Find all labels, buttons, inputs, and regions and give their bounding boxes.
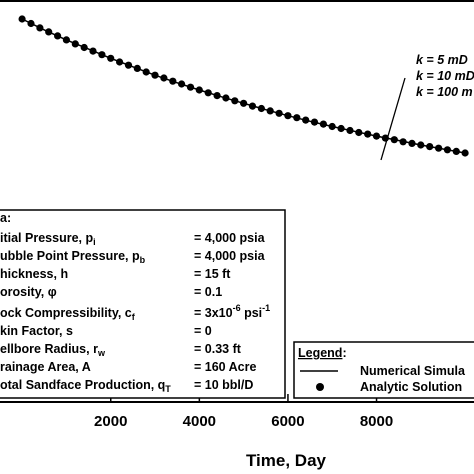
param-value-initial-pressure: = 4,000 psia xyxy=(194,231,266,245)
legend-entry-analytic: Analytic Solution xyxy=(360,380,462,394)
x-tick-label: 8000 xyxy=(360,413,393,430)
data-point xyxy=(275,109,283,117)
parameter-box-title: a: xyxy=(0,211,11,225)
data-point xyxy=(213,92,221,100)
data-point xyxy=(89,47,97,55)
legend: Legend: Numerical Simula Analytic Soluti… xyxy=(293,341,474,399)
data-point xyxy=(124,61,133,69)
data-point xyxy=(160,74,168,82)
data-point xyxy=(151,71,159,79)
data-point xyxy=(417,141,425,149)
data-point xyxy=(399,138,407,146)
legend-frame xyxy=(293,341,474,399)
data-point xyxy=(328,122,336,131)
data-point xyxy=(240,99,248,107)
param-value-bubble-point: = 4,000 psia xyxy=(194,249,266,263)
x-tick-label: 4000 xyxy=(183,413,216,430)
data-point xyxy=(98,51,106,59)
data-point xyxy=(364,130,372,138)
series-line-numerical xyxy=(21,18,466,154)
data-point xyxy=(355,128,363,137)
data-point xyxy=(133,64,141,72)
data-point xyxy=(266,107,274,115)
data-point xyxy=(231,97,239,105)
data-point xyxy=(293,114,301,122)
data-point xyxy=(372,132,381,140)
param-value-drainage-area: = 160 Acre xyxy=(194,360,256,374)
data-point xyxy=(62,36,70,44)
data-point xyxy=(142,68,150,76)
data-point xyxy=(337,124,345,133)
param-value-rock-compressibility: = 3x10-6 psi-1 xyxy=(194,303,270,320)
data-point xyxy=(461,149,469,157)
data-point xyxy=(302,116,310,124)
param-value-wellbore-radius: = 0.33 ft xyxy=(194,342,242,356)
series-layer xyxy=(18,15,469,157)
data-point xyxy=(222,94,230,102)
param-value-thickness: = 15 ft xyxy=(194,267,231,281)
param-name-drainage-area: rainage Area, A xyxy=(0,360,91,374)
data-point xyxy=(435,144,443,152)
data-point xyxy=(257,104,265,113)
param-name-initial-pressure: itial Pressure, pi xyxy=(0,231,96,247)
data-point xyxy=(284,112,292,120)
param-name-sandface-production: otal Sandface Production, qT xyxy=(0,378,171,394)
k-pointer-line xyxy=(380,77,406,161)
x-axis: 2000 4000 6000 8000 xyxy=(94,394,393,430)
parameter-box: a: itial Pressure, pi = 4,000 psia ubble… xyxy=(0,209,286,399)
param-value-sandface-production: = 10 bbl/D xyxy=(194,378,253,392)
legend-title-colon: : xyxy=(342,346,346,360)
param-name-wellbore-radius: ellbore Radius, rw xyxy=(0,342,106,358)
data-point xyxy=(54,32,62,40)
data-point xyxy=(426,143,434,151)
k-annotation: k = 5 mD k = 10 mD k = 100 m xyxy=(380,53,474,161)
data-point xyxy=(178,80,186,88)
data-point xyxy=(310,118,319,126)
parameter-box-frame xyxy=(0,209,286,399)
param-name-bubble-point: ubble Point Pressure, pb xyxy=(0,249,146,265)
data-point xyxy=(186,83,195,91)
data-point xyxy=(390,136,398,144)
data-point xyxy=(36,24,44,32)
legend-title-word: Legend xyxy=(298,346,342,360)
data-point xyxy=(71,40,79,48)
data-point xyxy=(319,120,327,128)
param-name-skin-factor: kin Factor, s xyxy=(0,324,73,338)
data-point xyxy=(443,146,451,154)
data-point xyxy=(18,15,26,23)
x-axis-label: Time, Day xyxy=(246,451,327,470)
data-point xyxy=(452,147,460,155)
x-tick-label: 2000 xyxy=(94,413,127,430)
param-name-rock-compressibility: ock Compressibility, cf xyxy=(0,306,136,322)
data-point xyxy=(116,58,124,66)
k-label-3: k = 100 m xyxy=(416,85,473,99)
param-name-porosity: orosity, φ xyxy=(0,285,57,299)
data-point xyxy=(80,43,88,52)
param-value-skin-factor: = 0 xyxy=(194,324,212,338)
legend-title: Legend: xyxy=(298,346,347,360)
legend-entry-numerical: Numerical Simula xyxy=(360,364,466,378)
data-point xyxy=(45,28,53,36)
data-point xyxy=(27,19,35,28)
data-point xyxy=(169,77,177,85)
data-point xyxy=(248,102,257,110)
data-point xyxy=(107,54,115,62)
data-point xyxy=(408,139,416,147)
data-point xyxy=(346,126,354,135)
k-label-2: k = 10 mD xyxy=(416,69,474,83)
param-value-porosity: = 0.1 xyxy=(194,285,222,299)
param-name-thickness: hickness, h xyxy=(0,267,68,281)
x-tick-label: 6000 xyxy=(271,413,304,430)
data-point xyxy=(195,86,203,94)
data-point xyxy=(204,89,212,97)
legend-marker-swatch xyxy=(316,383,324,391)
k-label-1: k = 5 mD xyxy=(416,53,468,67)
